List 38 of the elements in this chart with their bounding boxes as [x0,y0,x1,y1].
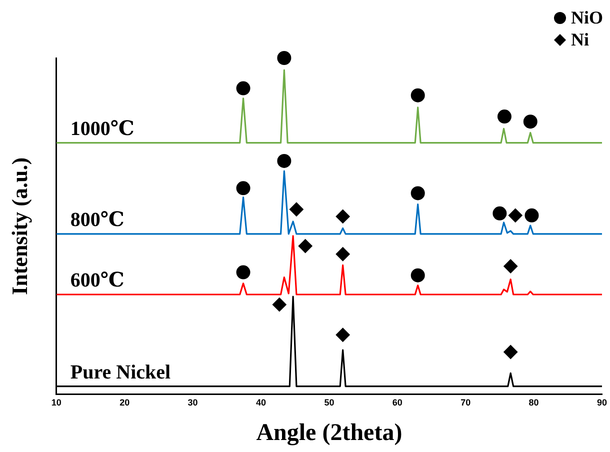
point [492,206,507,220]
legend-label: NiO [571,8,604,28]
series-label: 1000℃ [70,118,134,140]
y-axis-title: Intensity (a.u.) [6,157,32,295]
point [523,114,538,129]
x-tick-label: 90 [596,397,607,408]
point [410,186,425,200]
legend-label: Ni [571,30,589,50]
point [277,154,292,168]
point [410,268,425,282]
point [298,239,312,254]
series-label: Pure Nickel [70,361,172,384]
x-tick-label: 10 [51,397,62,408]
x-tick-label: 50 [324,397,334,408]
point [410,88,425,102]
series-label: 800℃ [70,208,124,231]
point [236,265,250,280]
point [504,259,518,274]
point [277,51,292,65]
x-tick-label: 40 [256,397,266,408]
point [508,208,522,222]
point [289,202,304,216]
series-label: 600℃ [70,269,124,292]
point [236,181,250,196]
point [236,81,250,96]
point [272,298,286,312]
x-tick-label: 80 [528,397,539,408]
point [336,209,350,224]
x-axis-title: Angle (2theta) [256,420,402,446]
x-tick-label: 30 [188,397,198,408]
point [336,328,350,342]
point [504,345,518,360]
x-tick-label: 20 [120,397,130,408]
point [336,247,350,262]
x-tick-label: 70 [460,397,471,408]
x-tick-label: 60 [392,397,402,408]
point [497,110,512,124]
point [524,208,539,222]
